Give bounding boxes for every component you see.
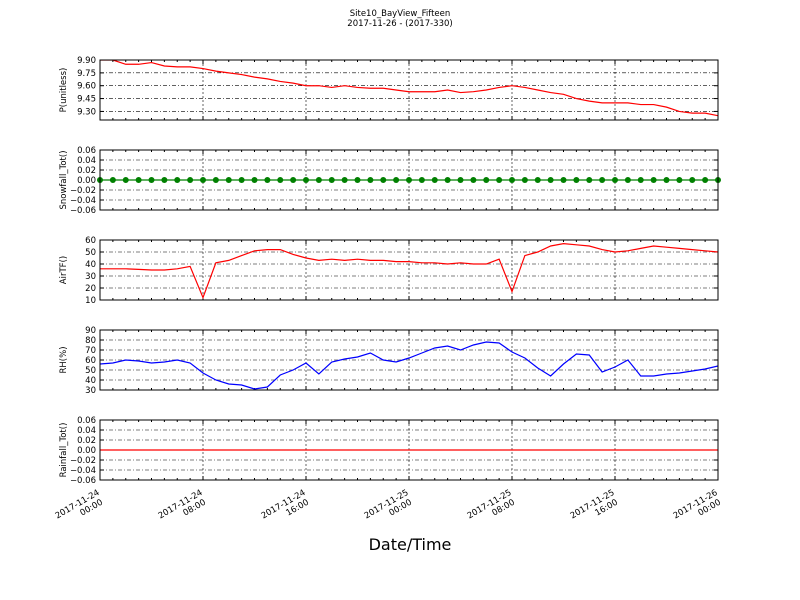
y-tick-label: −0.04: [70, 196, 96, 206]
y-tick-label: 9.60: [77, 82, 96, 92]
y-tick-label: −0.02: [70, 456, 96, 466]
y-tick-label: 60: [85, 356, 96, 366]
y-tick-label: 50: [85, 366, 96, 376]
y-tick-label: 9.30: [77, 107, 96, 117]
data-point: [187, 177, 194, 183]
y-tick-label: 9.90: [77, 56, 96, 66]
data-point: [380, 177, 387, 183]
data-point: [200, 177, 206, 183]
y-tick-label: −0.06: [70, 476, 96, 486]
y-tick-label: −0.04: [70, 466, 96, 476]
y-axis-label: AirTF(): [59, 256, 69, 284]
plot-frame: [99, 329, 719, 391]
y-tick-label: 0.04: [77, 156, 96, 166]
y-tick-label: 90: [85, 326, 96, 336]
data-point: [586, 177, 593, 183]
y-tick-label: −0.02: [70, 186, 96, 196]
data-point: [264, 177, 271, 183]
data-point: [547, 177, 554, 183]
data-point: [676, 177, 683, 183]
data-point: [161, 177, 168, 183]
data-point: [122, 177, 129, 183]
chart-title: Site10_BayView_Fifteen: [350, 9, 451, 19]
data-point: [303, 177, 309, 183]
y-axis-label: RH(%): [59, 346, 69, 373]
data-point: [393, 177, 400, 183]
data-point: [148, 177, 155, 183]
y-tick-label: 0.06: [77, 146, 96, 156]
y-tick-label: 9.75: [77, 69, 96, 79]
data-point: [290, 177, 297, 183]
y-tick-label: 0.00: [77, 176, 96, 186]
data-point: [431, 177, 438, 183]
data-point: [406, 177, 412, 183]
y-tick-label: 80: [85, 336, 96, 346]
data-point: [238, 177, 245, 183]
y-tick-label: −0.06: [70, 206, 96, 216]
y-tick-label: 0.02: [77, 436, 96, 446]
y-tick-label: 0.06: [77, 416, 96, 426]
data-point: [109, 177, 116, 183]
data-point: [702, 177, 709, 183]
plot-frame: [99, 59, 719, 121]
data-point: [354, 177, 361, 183]
chart-subtitle: 2017-11-26 - (2017-330): [347, 19, 452, 29]
data-point: [328, 177, 335, 183]
data-point: [560, 177, 567, 183]
data-point: [418, 177, 425, 183]
y-tick-label: 70: [85, 346, 96, 356]
y-tick-label: 40: [85, 260, 96, 270]
data-point: [174, 177, 181, 183]
data-point: [470, 177, 477, 183]
y-tick-label: 30: [85, 386, 96, 396]
data-point: [444, 177, 451, 183]
data-point: [650, 177, 657, 183]
plot-frame: [99, 419, 719, 481]
data-line: [100, 242, 718, 300]
x-axis-label: Date/Time: [369, 535, 452, 554]
y-axis-label: P(unitless): [59, 68, 69, 113]
plot-frame: [99, 239, 719, 301]
data-point: [689, 177, 696, 183]
data-point: [663, 177, 670, 183]
data-point: [496, 177, 503, 183]
y-tick-label: 0.04: [77, 426, 96, 436]
data-point: [624, 177, 631, 183]
data-point: [367, 177, 374, 183]
data-point: [225, 177, 232, 183]
data-point: [341, 177, 348, 183]
y-tick-label: 50: [85, 248, 96, 258]
plot-frame: [99, 149, 719, 211]
data-point: [315, 177, 322, 183]
data-line: [100, 60, 718, 117]
data-point: [457, 177, 464, 183]
data-point: [251, 177, 258, 183]
data-point: [534, 177, 541, 183]
y-tick-label: 10: [85, 296, 96, 306]
y-tick-label: 30: [85, 272, 96, 282]
y-tick-label: 0.00: [77, 446, 96, 456]
y-tick-label: 60: [85, 236, 96, 246]
data-point: [509, 177, 515, 183]
data-point: [483, 177, 490, 183]
y-tick-label: 40: [85, 376, 96, 386]
data-point: [573, 177, 580, 183]
data-point: [212, 177, 219, 183]
data-point: [135, 177, 142, 183]
data-point: [277, 177, 284, 183]
data-line: [100, 341, 718, 390]
data-point: [521, 177, 528, 183]
data-point: [637, 177, 644, 183]
y-axis-label: Snowfall_Tot(): [59, 150, 69, 209]
y-tick-label: 0.02: [77, 166, 96, 176]
y-axis-label: Rainfall_Tot(): [59, 423, 69, 478]
data-point: [612, 177, 618, 183]
y-tick-label: 20: [85, 284, 96, 294]
y-tick-label: 9.45: [77, 95, 96, 105]
data-point: [599, 177, 606, 183]
